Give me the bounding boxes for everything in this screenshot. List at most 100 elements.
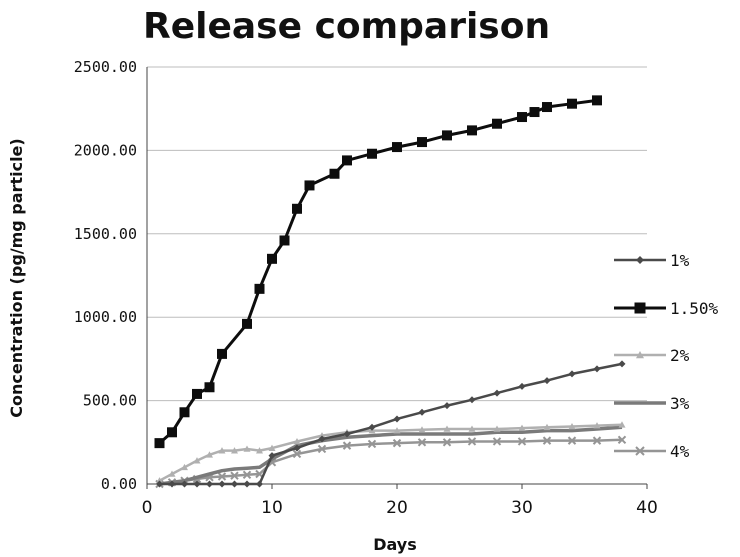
data-point [418,426,426,433]
data-point [418,408,426,416]
data-point [217,348,227,359]
series-line [159,425,623,486]
data-point [468,425,476,432]
axes: 0.00 500.00 1000.00 1500.00 2000.00 2500.00 0 1… [74,58,658,518]
x-tick-label: 10 [261,498,283,518]
x-axis-label: Days [373,535,417,554]
data-point [392,142,402,153]
data-point [443,425,451,432]
legend-label: 1% [670,251,690,270]
data-point [568,370,576,378]
data-point [242,318,252,329]
legend-marker [636,351,644,359]
data-point [254,283,265,294]
data-point [231,480,238,488]
y-tick-label: 0.00 [101,475,137,493]
y-tick-label: 2000.00 [74,141,137,159]
data-point [529,107,540,118]
x-tick-label: 20 [386,498,408,518]
data-point [168,480,176,488]
data-point [256,447,263,454]
data-point [568,422,576,430]
data-point [492,437,502,446]
legend: 1% 1.50% 2% 3% 4% [614,251,719,461]
data-point [567,98,577,109]
series-2 [156,421,626,484]
data-point [304,180,315,191]
data-point [342,155,352,166]
data-point [218,480,226,488]
data-point [417,137,427,148]
data-point [492,118,502,129]
data-point [268,452,276,460]
data-point [156,480,163,488]
data-point [342,441,352,450]
data-point [442,438,452,447]
data-point [154,438,165,449]
data-point [567,436,577,445]
data-point [392,438,402,448]
data-point [517,112,527,123]
data-point [467,125,477,136]
data-point [442,130,452,141]
x-tick-label: 0 [142,498,153,518]
data-point [206,451,213,458]
data-point [517,437,527,446]
data-point [243,480,251,488]
data-point [542,102,552,113]
data-point [217,472,227,481]
data-point [618,421,626,428]
data-point [267,253,277,264]
data-point [193,457,201,464]
data-point [467,437,477,446]
data-point [181,463,188,471]
data-point [543,423,551,431]
legend-marker [636,256,644,264]
data-point [181,480,188,488]
data-point [292,203,302,214]
series-3 [159,425,623,486]
data-point [343,430,351,438]
data-point [192,388,202,399]
data-point [518,382,526,390]
x-tick-label: 30 [511,498,533,518]
data-point [518,424,526,431]
data-point [206,480,213,488]
data-point [268,444,276,451]
data-point [592,436,602,445]
legend-label: 2% [670,346,690,365]
data-point [242,470,252,480]
data-point [329,168,340,179]
data-point [468,396,476,404]
data-point [204,382,215,393]
data-point [542,436,552,445]
legend-marker [634,302,646,314]
data-point [179,407,190,418]
data-point [318,435,326,443]
data-point [292,449,302,459]
data-point [593,422,601,429]
data-point [193,480,201,488]
legend-label: 1.50% [670,299,719,318]
data-point [367,148,377,159]
data-point [256,480,263,488]
data-point [618,360,626,368]
legend-label: 3% [670,394,690,413]
data-point [617,435,627,445]
data-point [367,439,377,449]
grid-lines [147,66,647,402]
data-point [279,235,290,246]
data-point [317,444,327,454]
y-tick-label: 500.00 [83,392,137,410]
series-line [159,438,623,486]
series-0 [156,360,626,488]
data-point [393,415,401,423]
data-point [593,365,601,373]
data-point [230,471,239,480]
data-point [443,402,451,410]
data-point [156,477,163,484]
y-tick-label: 2500.00 [74,58,137,76]
data-point [293,437,301,445]
data-point [493,425,501,432]
